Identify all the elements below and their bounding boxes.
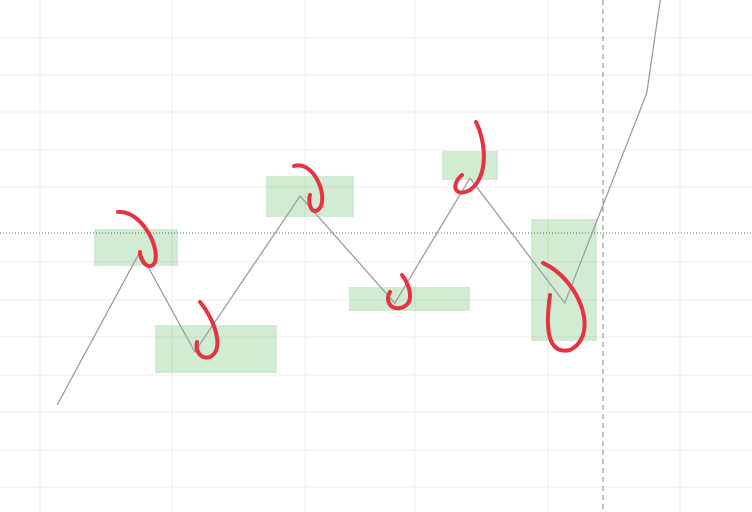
hook-mark (386, 273, 412, 311)
hook-mark (541, 261, 587, 353)
hook-mark (194, 300, 220, 360)
hook-mark (116, 210, 158, 269)
hand-drawn-marks (116, 120, 587, 360)
hook-mark (292, 163, 325, 213)
zone (94, 229, 178, 266)
zones (94, 151, 597, 373)
hook-mark (453, 120, 486, 195)
zone (442, 151, 498, 180)
series-layer (56, 0, 661, 406)
price-line-series (56, 0, 661, 406)
